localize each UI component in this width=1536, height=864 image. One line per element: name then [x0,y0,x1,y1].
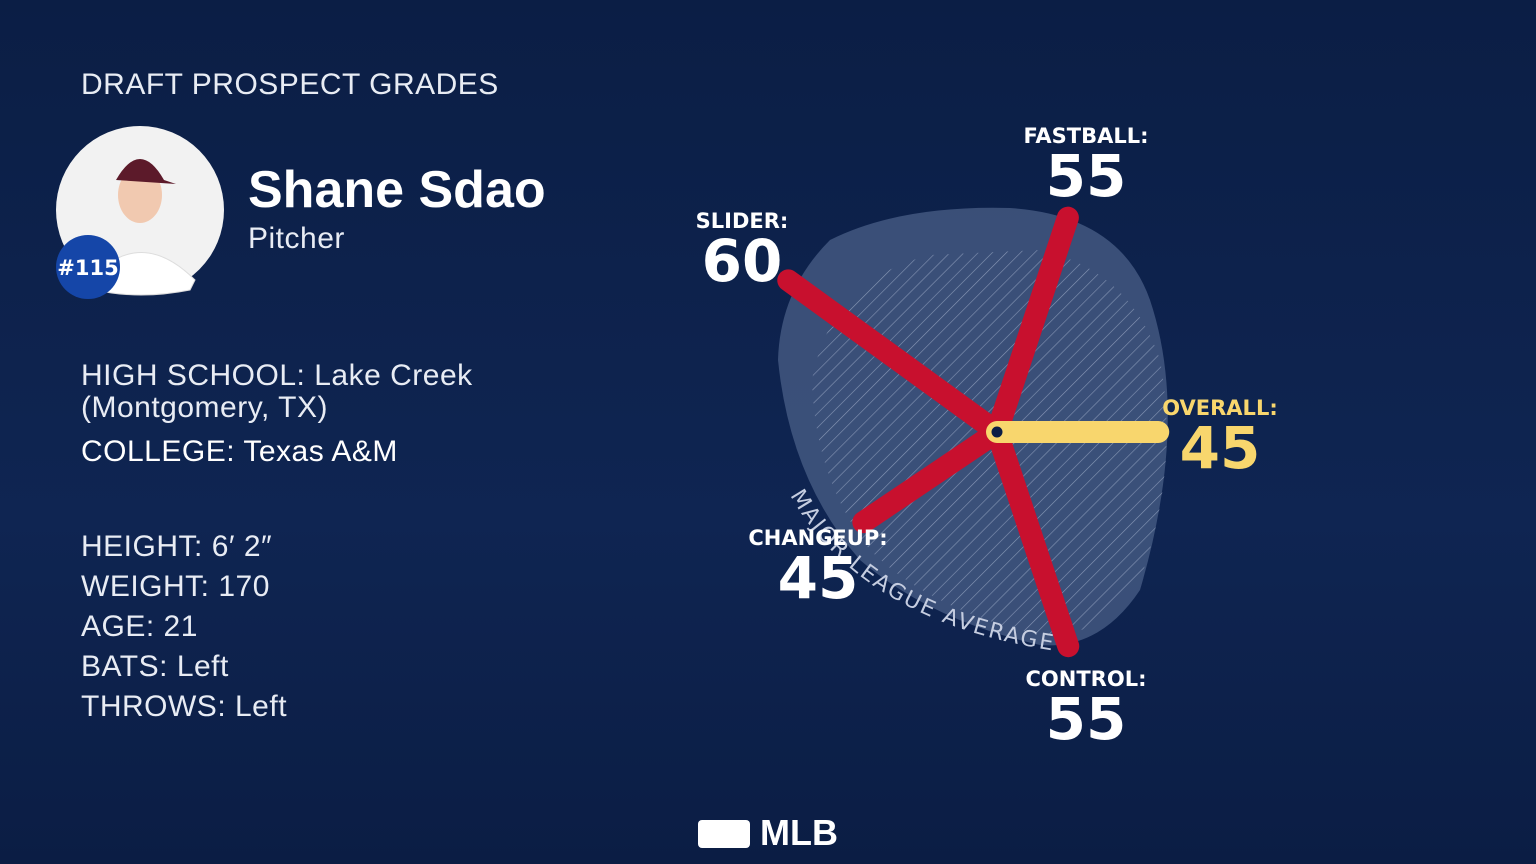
detail-value: 21 [163,610,198,643]
rank: #115 [57,256,118,280]
grade-value: 55 [1046,142,1127,210]
grade-value: 45 [1180,414,1261,482]
grade-value: 55 [1046,685,1127,753]
detail-value: 6′ 2″ [211,530,273,563]
cap [116,159,176,184]
player-photo: #115 [56,126,224,299]
detail-value: 170 [218,570,270,603]
detail-label: THROWS: [81,690,227,723]
grade-label: OVERALL: [1162,396,1277,420]
grade-label: CONTROL: [1026,667,1147,691]
detail-row: THROWS: Left [81,687,287,727]
grade-value: 45 [778,544,859,612]
logo-mark [698,820,750,848]
label: HIGH SCHOOL: [81,359,306,392]
detail-row: HEIGHT: 6′ 2″ [81,527,287,567]
college: COLLEGE: Texas A&M [81,435,398,469]
detail-row: AGE: 21 [81,607,287,647]
grade-label: SLIDER: [696,209,789,233]
spoke [852,421,1008,534]
spokes: FASTBALL:55SLIDER:60CHANGEUP:45CONTROL:5… [696,124,1278,753]
position: Pitcher [248,222,345,255]
value: Texas A&M [243,435,398,468]
detail-label: BATS: [81,650,168,683]
spoke [986,421,1080,658]
details: HEIGHT: 6′ 2″ WEIGHT: 170 AGE: 21 BATS: Lef… [81,527,287,727]
title: DRAFT PROSPECT GRADES [81,68,499,101]
high-school: HIGH SCHOOL: Lake Creek (Montgomery, TX) [81,360,473,424]
detail-value: Left [235,690,288,723]
spoke [986,206,1079,443]
logo: MLB [698,812,838,854]
logo-text: MLB [760,812,838,853]
location: (Montgomery, TX) [81,391,328,424]
grade-value: 60 [702,227,783,295]
value: Lake Creek [314,359,473,392]
detail-value: Left [176,650,229,683]
spoke [777,269,1008,443]
detail-label: HEIGHT: [81,530,203,563]
rank-badge [56,235,120,299]
player-name: Shane Sdao [248,161,546,219]
detail-label: WEIGHT: [81,570,210,603]
detail-row: WEIGHT: 170 [81,567,287,607]
center-dot [988,423,1006,441]
detail-label: AGE: [81,610,155,643]
detail-row: BATS: Left [81,647,287,687]
label: COLLEGE: [81,435,236,468]
grade-label: CHANGEUP: [748,526,887,550]
grade-label: FASTBALL: [1023,124,1148,148]
